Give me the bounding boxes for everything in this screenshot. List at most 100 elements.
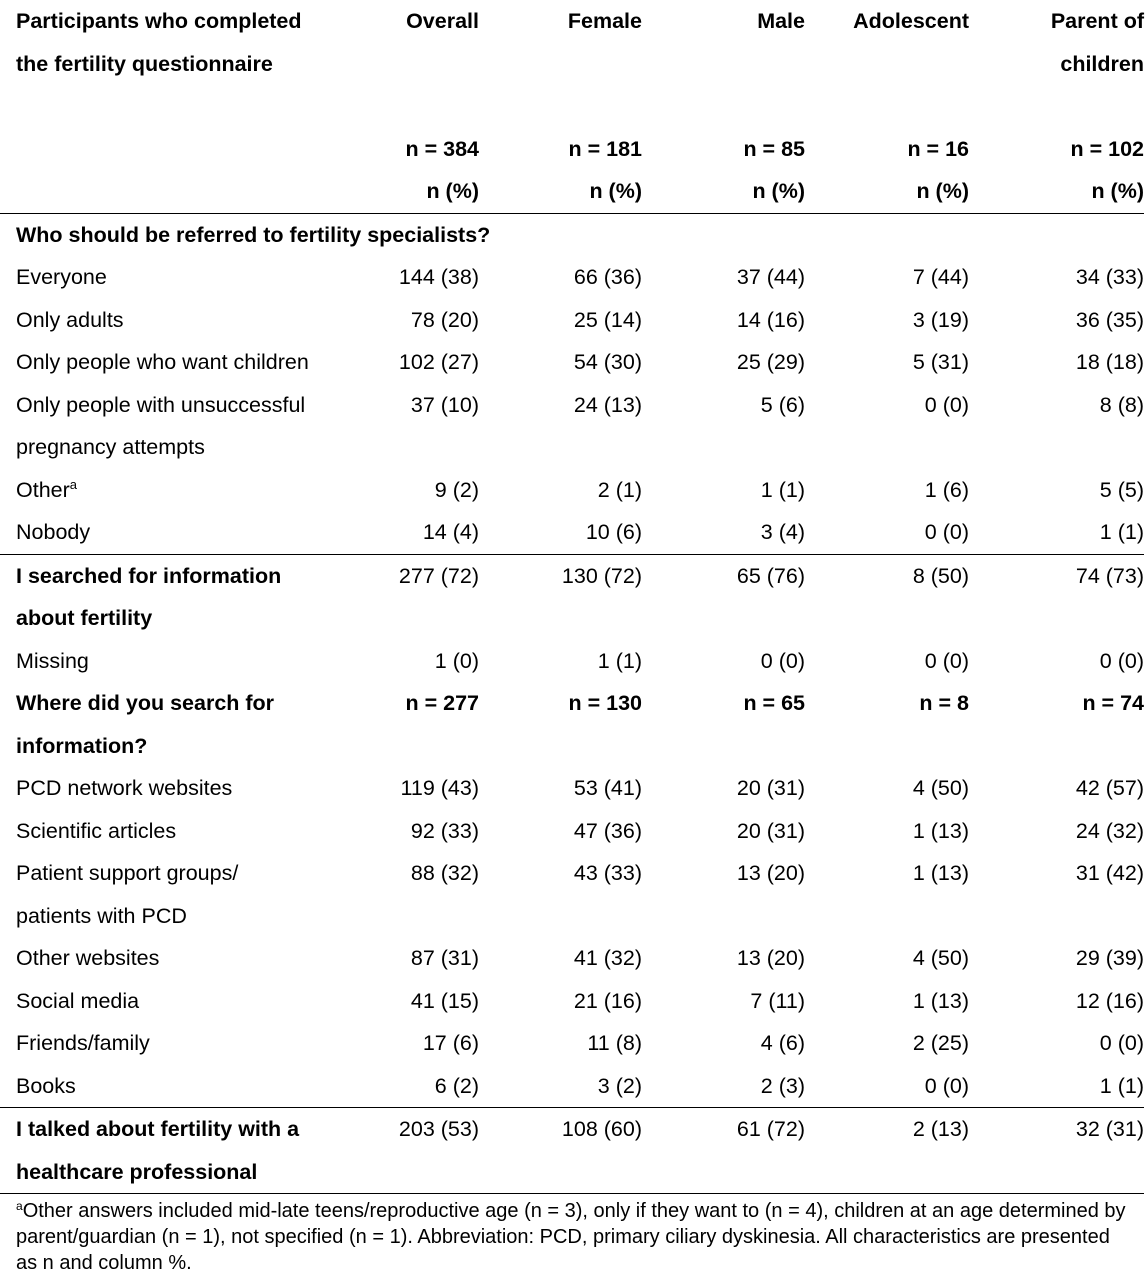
table-row: PCD network websites 119 (43) 53 (41) 20… xyxy=(0,767,1144,810)
cell-n-overall: n = 277 xyxy=(405,691,479,715)
header-row-2: the fertility questionnaire children xyxy=(0,43,1144,86)
cell-adolescent: 0 (0) xyxy=(924,648,969,673)
cell-male: 20 (31) xyxy=(736,818,805,843)
footnote-text: Other answers included mid-late teens/re… xyxy=(16,1200,1126,1274)
cell-female: 41 (32) xyxy=(573,946,642,970)
row-label: Patient support groups/ xyxy=(16,861,239,885)
cell-adolescent: 1 (13) xyxy=(912,861,969,885)
table-row: Only people who want children 102 (27) 5… xyxy=(0,341,1144,384)
row-label: Books xyxy=(0,1064,360,1108)
section-title-talked-line2: healthcare professional xyxy=(0,1150,360,1194)
cell-parent: 1 (1) xyxy=(969,511,1144,555)
section-title-searched-line2: about fertility xyxy=(16,606,153,630)
row-label-text: Other xyxy=(16,477,70,502)
col-n-female: n = 181 xyxy=(568,136,642,161)
footnote-marker: a xyxy=(16,1199,23,1213)
cell-parent: 34 (33) xyxy=(1075,265,1144,289)
table-title-line1: Participants who completed xyxy=(16,9,302,33)
table-title-line2: the fertility questionnaire xyxy=(16,51,273,76)
section-title-where-line2: information? xyxy=(16,733,148,758)
cell-overall: 88 (32) xyxy=(410,861,479,885)
row-label-other: Othera xyxy=(0,469,360,512)
section-title-where: Where did you search for xyxy=(16,691,275,715)
table-row: Only people with unsuccessful 37 (10) 24… xyxy=(0,384,1144,427)
cell-male: 13 (20) xyxy=(736,861,805,885)
row-label: Nobody xyxy=(0,511,360,555)
row-label: Friends/family xyxy=(16,1031,150,1055)
table-row: Social media 41 (15) 21 (16) 7 (11) 1 (1… xyxy=(0,980,1144,1023)
table-row-continuation: about fertility xyxy=(0,597,1144,640)
table-footnote: aOther answers included mid-late teens/r… xyxy=(16,1198,1131,1276)
cell-overall: 9 (2) xyxy=(434,477,479,502)
cell-overall: 6 (2) xyxy=(360,1064,479,1108)
cell-female: 54 (30) xyxy=(573,350,642,374)
row-label-continuation: patients with PCD xyxy=(16,903,187,928)
cell-parent: 36 (35) xyxy=(1075,307,1144,332)
header-unit-row: n (%) n (%) n (%) n (%) n (%) xyxy=(0,170,1144,214)
col-unit-overall: n (%) xyxy=(360,170,479,214)
table-row: Nobody 14 (4) 10 (6) 3 (4) 0 (0) 1 (1) xyxy=(0,511,1144,555)
cell-female: 1 (1) xyxy=(597,648,642,673)
cell-male: 65 (76) xyxy=(736,563,805,588)
cell-parent: 5 (5) xyxy=(1099,477,1144,502)
cell-overall: 92 (33) xyxy=(410,818,479,843)
col-n-parent: n = 102 xyxy=(1070,136,1144,161)
cell-female: 130 (72) xyxy=(561,563,642,588)
table-row-continuation: healthcare professional xyxy=(0,1150,1144,1194)
col-header-male: Male xyxy=(757,9,805,33)
cell-female: 25 (14) xyxy=(573,307,642,332)
row-label: Scientific articles xyxy=(16,818,177,843)
row-label-continuation: pregnancy attempts xyxy=(16,435,205,459)
fertility-questionnaire-table: Participants who completed Overall Femal… xyxy=(0,9,1144,1194)
footnote-marker: a xyxy=(69,476,78,492)
col-header-adolescent: Adolescent xyxy=(853,9,969,33)
cell-male: 25 (29) xyxy=(736,350,805,374)
cell-male: 61 (72) xyxy=(736,1117,805,1141)
cell-parent: 31 (42) xyxy=(1075,861,1144,885)
table-row: Books 6 (2) 3 (2) 2 (3) 0 (0) 1 (1) xyxy=(0,1064,1144,1108)
table-row: Other websites 87 (31) 41 (32) 13 (20) 4… xyxy=(0,937,1144,980)
cell-adolescent: 2 (25) xyxy=(912,1031,969,1055)
cell-overall: 277 (72) xyxy=(398,563,479,588)
cell-overall: 1 (0) xyxy=(434,648,479,673)
col-n-overall: n = 384 xyxy=(405,136,479,161)
table-row-continuation: information? xyxy=(0,725,1144,768)
row-label: Only people who want children xyxy=(16,350,309,374)
table-row-continuation: pregnancy attempts xyxy=(0,426,1144,469)
cell-overall: 203 (53) xyxy=(398,1117,479,1141)
cell-female: 24 (13) xyxy=(573,392,642,417)
cell-male: 20 (31) xyxy=(736,776,805,800)
cell-overall: 17 (6) xyxy=(422,1031,479,1055)
cell-overall: 87 (31) xyxy=(410,946,479,970)
cell-male: 0 (0) xyxy=(760,648,805,673)
col-n-male: n = 85 xyxy=(743,136,805,161)
row-label: Only people with unsuccessful xyxy=(16,392,306,417)
cell-female: 108 (60) xyxy=(561,1117,642,1141)
cell-parent: 29 (39) xyxy=(1075,946,1144,970)
cell-male: 37 (44) xyxy=(736,265,805,289)
cell-male: 3 (4) xyxy=(642,511,805,555)
col-header-parent-line1: Parent of xyxy=(1050,9,1144,33)
row-label: Other websites xyxy=(16,946,160,970)
cell-adolescent: 7 (44) xyxy=(912,265,969,289)
col-unit-parent: n (%) xyxy=(969,170,1144,214)
cell-n-adolescent: n = 8 xyxy=(919,691,969,715)
table-row: Only adults 78 (20) 25 (14) 14 (16) 3 (1… xyxy=(0,299,1144,342)
section-heading-where: Where did you search for n = 277 n = 130… xyxy=(0,682,1144,725)
cell-adolescent: 1 (13) xyxy=(912,988,969,1013)
section-title-searched: I searched for information xyxy=(16,563,282,588)
cell-male: 5 (6) xyxy=(760,392,805,417)
table-row: Missing 1 (0) 1 (1) 0 (0) 0 (0) 0 (0) xyxy=(0,640,1144,683)
table-row: Othera 9 (2) 2 (1) 1 (1) 1 (6) 5 (5) xyxy=(0,469,1144,512)
col-unit-female: n (%) xyxy=(479,170,642,214)
cell-adolescent: 3 (19) xyxy=(912,307,969,332)
cell-male: 13 (20) xyxy=(736,946,805,970)
cell-female: 43 (33) xyxy=(573,861,642,885)
row-label: Everyone xyxy=(16,265,107,289)
cell-overall: 144 (38) xyxy=(398,265,479,289)
col-header-parent-line2: children xyxy=(1060,51,1144,76)
cell-overall: 102 (27) xyxy=(398,350,479,374)
cell-male: 7 (11) xyxy=(750,988,805,1013)
cell-adolescent: 2 (13) xyxy=(912,1117,969,1141)
section-title-talked: I talked about fertility with a xyxy=(16,1117,300,1141)
